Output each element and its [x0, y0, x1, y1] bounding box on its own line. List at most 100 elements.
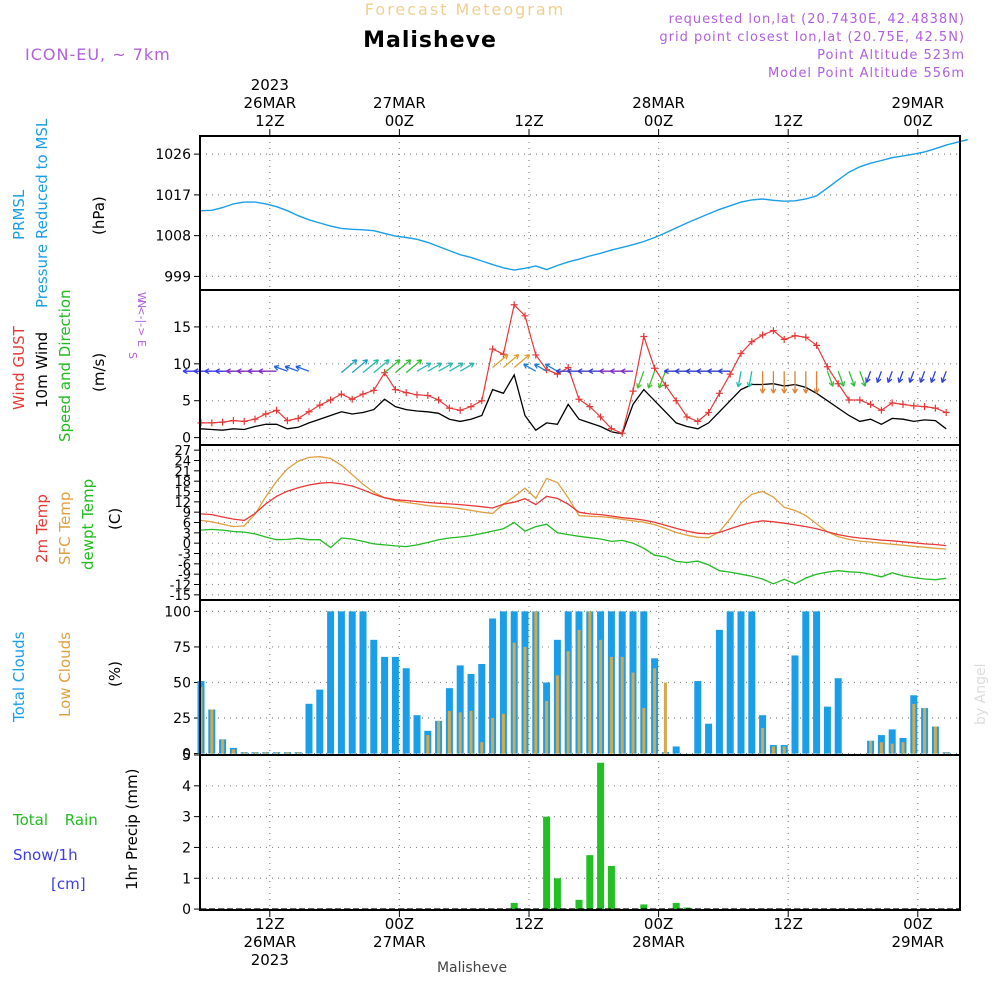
wind-direction-arrow [848, 370, 856, 387]
time-label-bottom: 26MAR [243, 933, 296, 951]
gust-marker [813, 341, 821, 349]
total-cloud-bar [726, 611, 734, 754]
gust-marker [381, 369, 389, 377]
temp2m-line [200, 481, 947, 547]
total-cloud-bar [391, 656, 399, 754]
low-cloud-bar [609, 656, 613, 754]
gust-marker [337, 390, 345, 398]
low-cloud-bar [426, 735, 430, 754]
low-cloud-bar [501, 713, 505, 754]
gust-marker [445, 404, 453, 412]
total-cloud-bar [640, 611, 648, 754]
total-cloud-bar [478, 663, 486, 754]
low-cloud-bar [577, 629, 581, 754]
y-tick-label: 6 [183, 517, 191, 532]
time-label-top: 00Z [644, 112, 673, 130]
gust-marker [251, 415, 259, 423]
low-cloud-bar [912, 703, 916, 754]
low-cloud-bar [491, 718, 495, 754]
low-cloud-bar [469, 710, 473, 754]
time-label-top: 12Z [774, 112, 803, 130]
y-tick-label: 15 [173, 320, 191, 336]
time-label-top: 27MAR [373, 94, 426, 112]
cloud-unit: (%) [106, 661, 124, 687]
y-tick-label: 9 [183, 506, 191, 521]
time-label-bottom: 00Z [385, 915, 414, 933]
wind-direction-arrow [405, 359, 423, 374]
total-cloud-bar [672, 746, 680, 754]
gust-marker [262, 410, 270, 418]
wind-direction-arrow [897, 370, 904, 383]
low-cloud-bar [221, 739, 225, 754]
low-cloud-bar [771, 746, 775, 754]
requested-coords: requested lon,lat (20.7430E, 42.4838N) [669, 12, 965, 27]
y-tick-label: 0 [182, 431, 191, 447]
y-tick-label: 10 [173, 357, 191, 373]
total-cloud-bar [413, 715, 421, 754]
low-cloud-bar [275, 752, 279, 754]
y-tick-label: 0 [182, 747, 191, 763]
wind-direction-arrow [351, 359, 369, 374]
wind-direction-arrow [919, 370, 926, 383]
gust-marker [478, 397, 486, 405]
gust-marker [942, 409, 950, 417]
time-label-top: 00Z [385, 112, 414, 130]
total-cloud-label: Total Clouds [10, 631, 28, 723]
gust-marker [856, 396, 864, 404]
gust-marker [910, 402, 918, 410]
wind-direction-arrow [707, 368, 720, 375]
y-tick-label: 1 [182, 871, 191, 887]
pressure-line [200, 138, 968, 271]
wind-direction-arrow [492, 354, 509, 368]
low-cloud-label: Low Clouds [56, 632, 74, 717]
y-tick-label: 4 [182, 779, 191, 795]
total-cloud-bar [694, 681, 702, 754]
point-altitude: Point Altitude 523m [817, 48, 965, 63]
snow-label: Snow/1h [13, 846, 78, 864]
gust-marker [791, 332, 799, 340]
rain-bar [586, 855, 594, 910]
low-cloud-bar [523, 646, 527, 754]
wind-direction-arrow [362, 359, 379, 374]
y-tick-label: -6 [178, 558, 191, 573]
wind-direction-arrow [373, 359, 390, 374]
low-cloud-bar [620, 656, 624, 754]
time-label-top: 12Z [514, 112, 543, 130]
gust-marker [899, 400, 907, 408]
y-tick-label: 12 [174, 496, 191, 511]
low-cloud-bar [437, 720, 441, 754]
low-cloud-bar [242, 752, 246, 754]
wind-direction-arrow [746, 371, 753, 388]
low-cloud-bar [588, 611, 592, 754]
gust-marker [327, 396, 335, 404]
total-cloud-bar [802, 611, 810, 754]
gust-marker [219, 418, 227, 426]
gust-marker [532, 351, 540, 359]
gust-marker [877, 406, 885, 414]
wind-direction-arrow [657, 370, 667, 389]
total-cloud-bar [813, 611, 821, 754]
wind-direction-arrow [449, 362, 464, 372]
y-tick-label: 1008 [155, 229, 191, 245]
gust-marker [694, 417, 702, 425]
gust-marker [618, 429, 626, 437]
gust-marker [575, 395, 583, 403]
gust-marker [683, 413, 691, 421]
rain-bar [553, 878, 561, 910]
time-label-top: 26MAR [243, 94, 296, 112]
total-cloud-bar [499, 611, 507, 754]
low-cloud-bar [653, 668, 657, 754]
gust-marker [240, 417, 248, 425]
gust-marker [359, 390, 367, 398]
total-cloud-bar [381, 656, 389, 754]
snow-unit-label: [cm] [51, 875, 86, 893]
low-cloud-bar [447, 710, 451, 754]
time-label-bottom: 2023 [251, 951, 289, 969]
wind-direction-arrow [759, 371, 766, 394]
compass-n: N [135, 300, 148, 308]
gust-marker [586, 403, 594, 411]
y-tick-label: 50 [173, 675, 191, 691]
total-cloud-bar [748, 611, 756, 754]
gust-marker [229, 417, 237, 425]
gust-marker [802, 333, 810, 341]
